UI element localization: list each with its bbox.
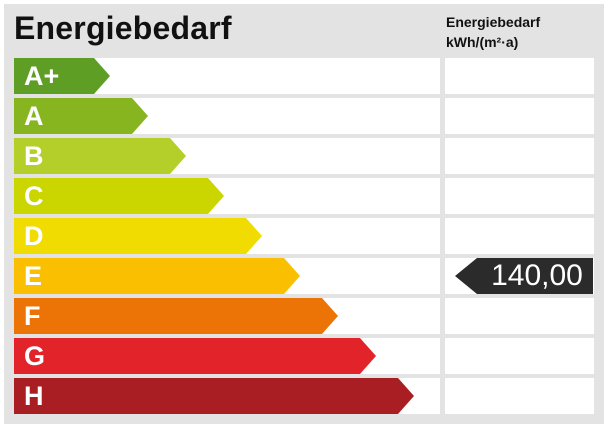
class-bar: A — [14, 98, 148, 134]
value-cell — [445, 378, 594, 414]
value-cell — [445, 298, 594, 334]
class-label: B — [24, 141, 44, 171]
class-bar: F — [14, 298, 338, 334]
unit-header-line2: kWh/(m²·a) — [446, 34, 519, 50]
value-cell — [445, 178, 594, 214]
class-label: H — [24, 381, 44, 411]
class-bar: A+ — [14, 58, 110, 94]
class-bar: D — [14, 218, 262, 254]
class-bar: E — [14, 258, 300, 294]
class-label: A — [24, 101, 44, 131]
class-label: G — [24, 341, 46, 371]
current-value-marker — [455, 258, 593, 294]
class-label: E — [24, 261, 43, 291]
label-title: Energiebedarf — [14, 10, 232, 46]
value-cell — [445, 218, 594, 254]
class-bar: H — [14, 378, 414, 414]
value-cell — [445, 338, 594, 374]
value-cell — [445, 98, 594, 134]
class-label: A+ — [24, 61, 60, 91]
class-label: D — [24, 221, 44, 251]
class-label: C — [24, 181, 44, 211]
class-bar: C — [14, 178, 224, 214]
unit-header: Energiebedarf kWh/(m²·a) — [446, 12, 540, 52]
class-bar: B — [14, 138, 186, 174]
value-cell — [445, 138, 594, 174]
class-label: F — [24, 301, 41, 331]
class-bar: G — [14, 338, 376, 374]
current-value: 140,00 — [491, 259, 583, 292]
unit-header-line1: Energiebedarf — [446, 14, 541, 30]
value-cell — [445, 58, 594, 94]
